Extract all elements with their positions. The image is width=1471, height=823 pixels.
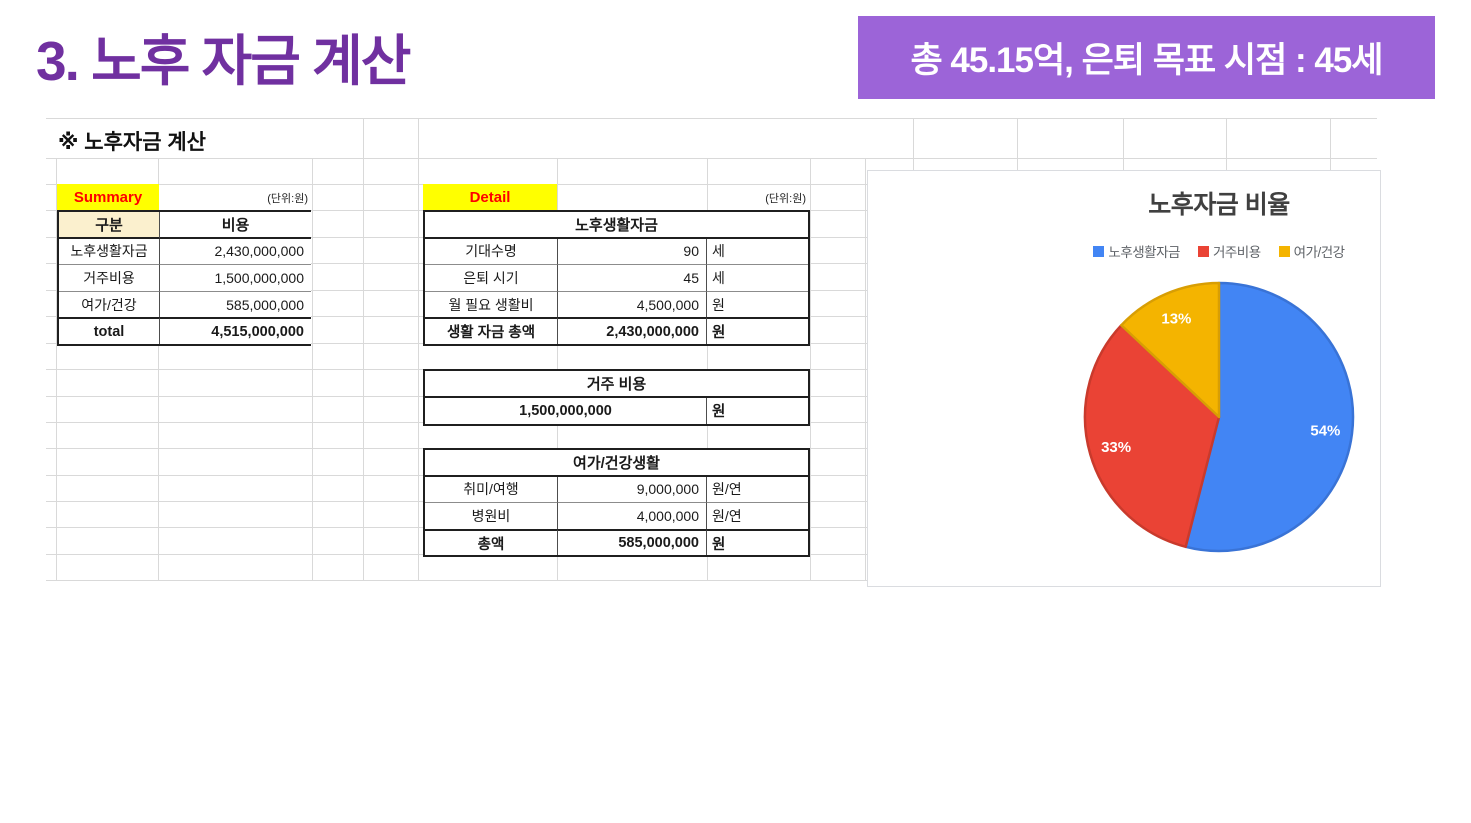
pie-chart-panel: 노후자금 비율 노후생활자금 거주비용 여가/건강 54% 33% 13% — [867, 170, 1381, 587]
detail-total-label: 총액 — [425, 528, 558, 556]
detail-row-unit: 세 — [707, 238, 808, 266]
detail-section-title: 여가/건강생활 — [425, 450, 808, 477]
summary-banner: 총 45.15억, 은퇴 목표 시점 : 45세 — [858, 16, 1435, 99]
detail-row-value: 9,000,000 — [558, 476, 707, 504]
legend-item: 여가/건강 — [1278, 241, 1345, 261]
pie-slice-label: 54% — [1310, 422, 1340, 439]
detail-row-label: 병원비 — [425, 503, 558, 530]
legend-swatch-icon — [1197, 245, 1209, 257]
legend-label: 노후생활자금 — [1108, 245, 1180, 260]
slide-title: 3. 노후 자금 계산 — [36, 30, 411, 92]
detail-row-unit: 세 — [707, 265, 808, 292]
detail-total-unit: 원 — [707, 528, 808, 556]
detail-row-value: 45 — [558, 265, 707, 292]
chart-legend: 노후생활자금 거주비용 여가/건강 — [1019, 241, 1419, 261]
sheet-heading: ※ 노후자금 계산 — [58, 131, 207, 154]
pie-slice-label: 13% — [1161, 311, 1191, 328]
detail-row-value: 4,000,000 — [558, 503, 707, 530]
detail-total-value: 585,000,000 — [558, 528, 707, 556]
detail-tag-cell: Detail — [423, 184, 557, 210]
detail-table-housing: 거주 비용 1,500,000,000 원 — [423, 369, 810, 427]
detail-row-unit: 원/연 — [707, 503, 808, 530]
detail-row-value: 4,500,000 — [558, 291, 707, 319]
detail-row-label: 취미/여행 — [425, 476, 558, 504]
legend-label: 여가/건강 — [1293, 245, 1345, 260]
chart-title: 노후자금 비율 — [1148, 191, 1290, 219]
summary-banner-text: 총 45.15억, 은퇴 목표 시점 : 45세 — [910, 41, 1383, 80]
detail-table-leisure-health: 여가/건강생활 취미/여행 9,000,000 원/연 병원비 4,000,00… — [423, 448, 810, 558]
legend-swatch-icon — [1278, 245, 1290, 257]
detail-row-unit: 원 — [707, 291, 808, 319]
summary-row-label: 여가/건강 — [59, 291, 160, 319]
legend-item: 거주비용 — [1197, 241, 1261, 261]
detail-total-value: 2,430,000,000 — [558, 317, 707, 344]
summary-total-label: total — [59, 317, 160, 344]
detail-total-unit: 원 — [707, 317, 808, 344]
detail-row-label: 월 필요 생활비 — [425, 291, 558, 319]
housing-value: 1,500,000,000 — [425, 397, 707, 425]
summary-tag-cell: Summary — [57, 184, 159, 210]
summary-row-value: 2,430,000,000 — [160, 238, 311, 266]
summary-header-cost: 비용 — [160, 212, 311, 239]
detail-section-title: 노후생활자금 — [425, 212, 808, 239]
pie-slice — [1184, 281, 1355, 553]
detail-section-title: 거주 비용 — [425, 371, 808, 398]
summary-row-label: 노후생활자금 — [59, 238, 160, 266]
summary-row-value: 1,500,000,000 — [160, 265, 311, 292]
housing-unit: 원 — [707, 397, 808, 425]
pie-slice — [1083, 324, 1221, 549]
summary-table: 구분 비용 노후생활자금 2,430,000,000 거주비용 1,500,00… — [57, 210, 311, 346]
detail-row-value: 90 — [558, 238, 707, 266]
detail-unit-note: (단위:원) — [765, 193, 806, 205]
legend-swatch-icon — [1093, 245, 1105, 257]
detail-table-living-funds: 노후생활자금 기대수명 90 세 은퇴 시기 45 세 월 필요 생활비 4,5… — [423, 210, 810, 346]
summary-unit-note: (단위:원) — [267, 193, 308, 205]
detail-row-label: 은퇴 시기 — [425, 265, 558, 292]
legend-item: 노후생활자금 — [1093, 241, 1180, 261]
pie-chart: 54% 33% 13% — [1083, 281, 1355, 553]
detail-row-label: 기대수명 — [425, 238, 558, 266]
pie-slice-label: 33% — [1101, 439, 1131, 456]
legend-label: 거주비용 — [1212, 245, 1261, 260]
summary-header-category: 구분 — [59, 212, 160, 239]
pie-slice — [1120, 281, 1221, 419]
detail-total-label: 생활 자금 총액 — [425, 317, 558, 344]
detail-row-unit: 원/연 — [707, 476, 808, 504]
summary-row-value: 585,000,000 — [160, 291, 311, 319]
summary-row-label: 거주비용 — [59, 265, 160, 292]
summary-total-value: 4,515,000,000 — [160, 317, 311, 344]
